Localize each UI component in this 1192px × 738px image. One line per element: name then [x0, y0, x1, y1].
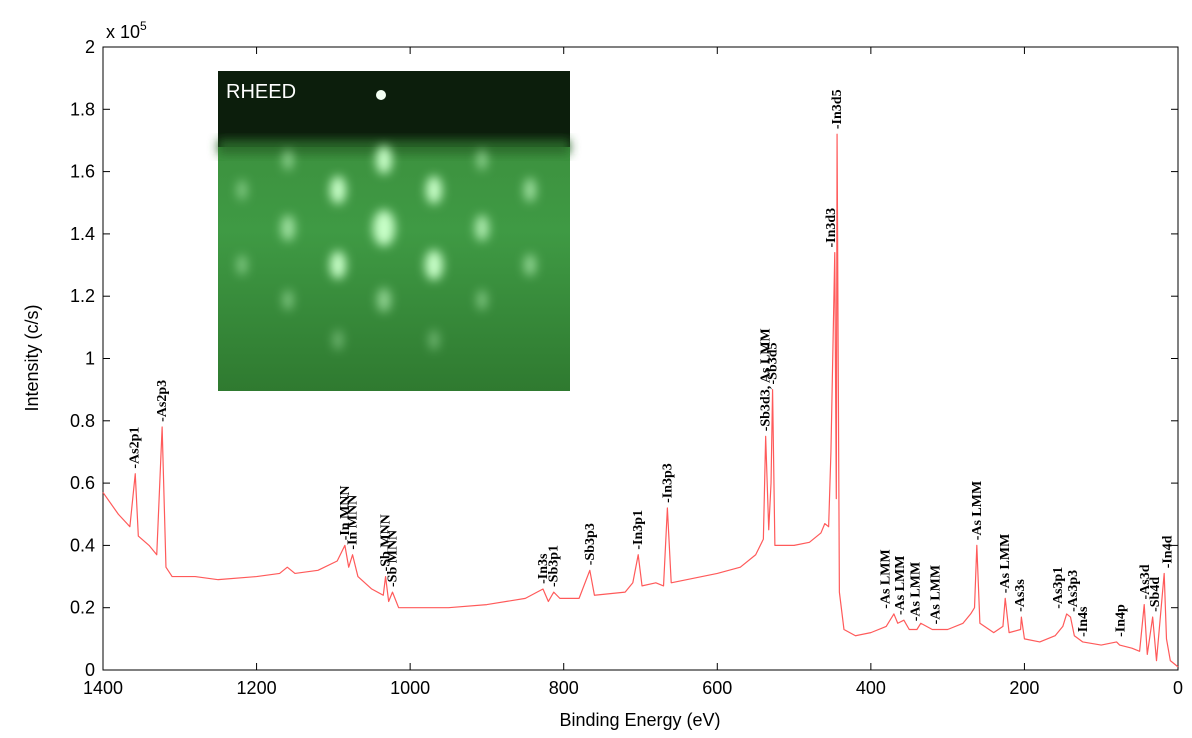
peak-label: -In3d3	[824, 208, 839, 248]
peak-label: -In3d5	[830, 89, 845, 129]
inset-shadow	[218, 71, 570, 147]
peak-label: -As LMM	[928, 565, 943, 625]
peak-label: -As LMM	[998, 534, 1013, 594]
diffraction-spots	[237, 146, 536, 350]
x-tick-label: 200	[1009, 678, 1039, 698]
y-scale-exponent: 5	[140, 19, 147, 33]
y-tick-label: 2	[85, 37, 95, 57]
spectrum-line	[102, 133, 1179, 668]
rheed-inset: RHEED	[218, 71, 570, 391]
peak-label: -In3p1	[631, 510, 646, 550]
direct-beam	[376, 90, 386, 100]
y-tick-label: 0.4	[70, 535, 95, 555]
y-tick-label: 0	[85, 660, 95, 680]
peak-label: -In MNN	[338, 485, 353, 540]
x-tick-label: 0	[1173, 678, 1183, 698]
peak-label: -As3p1	[1051, 567, 1066, 609]
peak-label: -As3d	[1138, 564, 1153, 599]
y-tick-label: 1	[85, 349, 95, 369]
inset-edge	[218, 140, 570, 154]
x-tick-label: 1000	[390, 678, 430, 698]
peak-label: -In MNN	[346, 495, 361, 550]
peak-label: -In3p3	[660, 463, 675, 503]
x-tick-label: 800	[549, 678, 579, 698]
x-axis-label: Binding Energy (eV)	[559, 710, 720, 730]
peak-label: -As3p3	[1066, 570, 1081, 612]
y-tick-label: 0.6	[70, 473, 95, 493]
peak-label: -Sb3p1	[547, 545, 562, 587]
peak-label: -Sb3d3, As LMM	[759, 328, 774, 431]
y-tick-label: 1.2	[70, 286, 95, 306]
x-tick-label: 1400	[83, 678, 123, 698]
inset-label: RHEED	[226, 81, 296, 103]
peak-label: -As2p1	[128, 427, 143, 469]
y-tick-label: 1.8	[70, 99, 95, 119]
peak-label: -In4d	[1160, 535, 1175, 568]
peak-label: -Sb MNN	[386, 530, 401, 587]
peak-label: -In4p	[1113, 604, 1128, 637]
x-tick-label: 1200	[237, 678, 277, 698]
peak-label: -As LMM	[908, 562, 923, 622]
y-tick-label: 1.4	[70, 224, 95, 244]
y-scale-label: x 105	[106, 19, 147, 42]
y-tick-label: 1.6	[70, 162, 95, 182]
peak-label: -Sb4d	[1148, 577, 1163, 612]
peak-label: -As LMM	[878, 549, 893, 609]
x-tick-label: 600	[702, 678, 732, 698]
peak-label: -As3s	[1013, 579, 1028, 612]
y-tick-label: 0.8	[70, 411, 95, 431]
y-axis-label: Intensity (c/s)	[22, 304, 42, 411]
peak-label: -As2p3	[155, 380, 170, 422]
peak-label: -In4s	[1076, 606, 1091, 637]
peak-label: -Sb3p3	[583, 523, 598, 565]
peak-label: -In3s	[536, 553, 551, 584]
peak-label: -Sb3d5	[766, 342, 781, 384]
peak-label: -As LMM	[970, 481, 985, 541]
peak-label: -Sb MNN	[379, 514, 394, 571]
y-scale-base: x 10	[106, 22, 140, 42]
peak-label: -As LMM	[893, 556, 908, 616]
x-tick-label: 400	[856, 678, 886, 698]
y-tick-label: 0.2	[70, 598, 95, 618]
